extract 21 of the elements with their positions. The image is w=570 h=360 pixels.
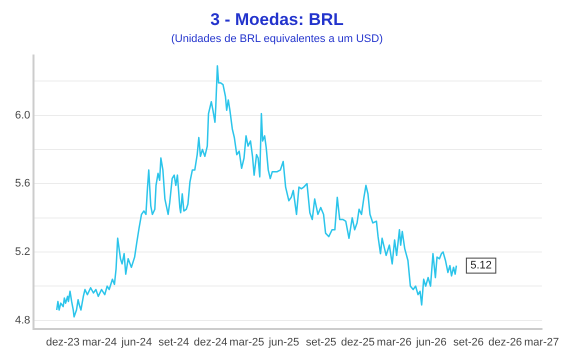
x-tick-label: dez-26 [488, 336, 522, 348]
x-tick-label: set-26 [453, 336, 484, 348]
x-tick-label: mar-24 [82, 336, 117, 348]
y-tick-label: 5.2 [14, 246, 30, 258]
y-tick-label: 6.0 [14, 109, 30, 122]
y-tick-label: 5.6 [14, 178, 30, 190]
x-tick-label: dez-24 [194, 336, 228, 348]
x-tick-label: mar-26 [376, 336, 412, 348]
x-tick-label: dez-25 [341, 336, 375, 348]
x-tick-label: set-25 [306, 336, 336, 348]
x-tick-label: jun-24 [120, 336, 152, 348]
chart-subtitle: (Unidades de BRL equivalentes a um USD) [171, 33, 383, 46]
chart-title: 3 - Moedas: BRL [210, 10, 344, 29]
x-tick-label: jun-25 [268, 336, 300, 348]
y-tick-label: 4.8 [14, 314, 30, 326]
x-tick-label: set-24 [158, 336, 190, 348]
annotation: 5.12 [470, 260, 492, 272]
x-tick-label: mar-25 [229, 336, 264, 348]
x-tick-label: dez-23 [46, 336, 80, 348]
x-tick-label: jun-26 [415, 336, 447, 348]
x-tick-label: mar-27 [524, 336, 559, 348]
